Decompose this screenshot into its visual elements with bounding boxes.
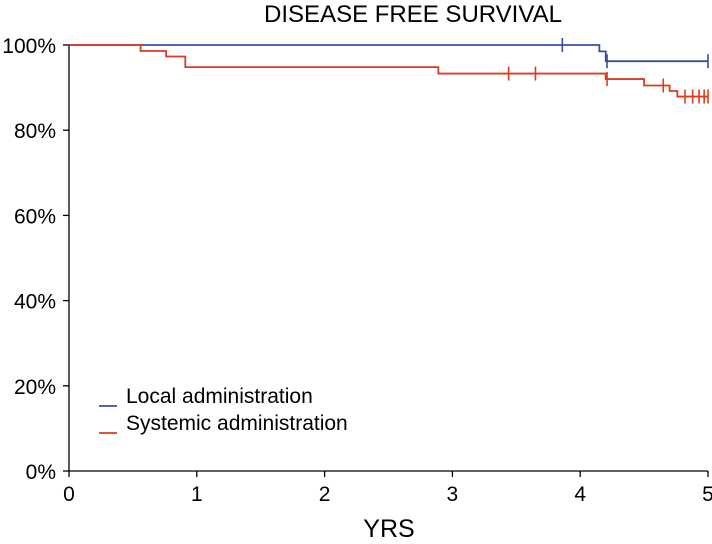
y-tick-label: 60% (14, 205, 56, 228)
legend-label: Local administration (126, 385, 313, 408)
x-tick-label: 4 (574, 483, 586, 506)
x-axis-label: YRS (363, 515, 414, 539)
x-tick-label: 2 (319, 483, 331, 506)
y-tick-label: 0% (26, 461, 56, 484)
axes: 0 1 2 3 4 5 0% 20% 40% 60% 80% 100% (2, 35, 712, 506)
y-tick-label: 20% (14, 376, 56, 399)
legend: Local administration Systemic administrat… (99, 385, 348, 435)
chart-title: DISEASE FREE SURVIVAL (264, 1, 562, 28)
y-tick-label: 40% (14, 291, 56, 314)
series-line (69, 44, 708, 63)
y-tick-label: 80% (14, 120, 56, 143)
series-line (69, 44, 708, 98)
x-tick-label: 0 (63, 483, 75, 506)
series-layer (69, 38, 709, 104)
x-tick-label: 5 (702, 483, 712, 506)
legend-label: Systemic administration (126, 412, 348, 435)
x-tick-label: 1 (191, 483, 203, 506)
y-tick-label: 100% (2, 35, 56, 58)
x-tick-label: 3 (447, 483, 459, 506)
